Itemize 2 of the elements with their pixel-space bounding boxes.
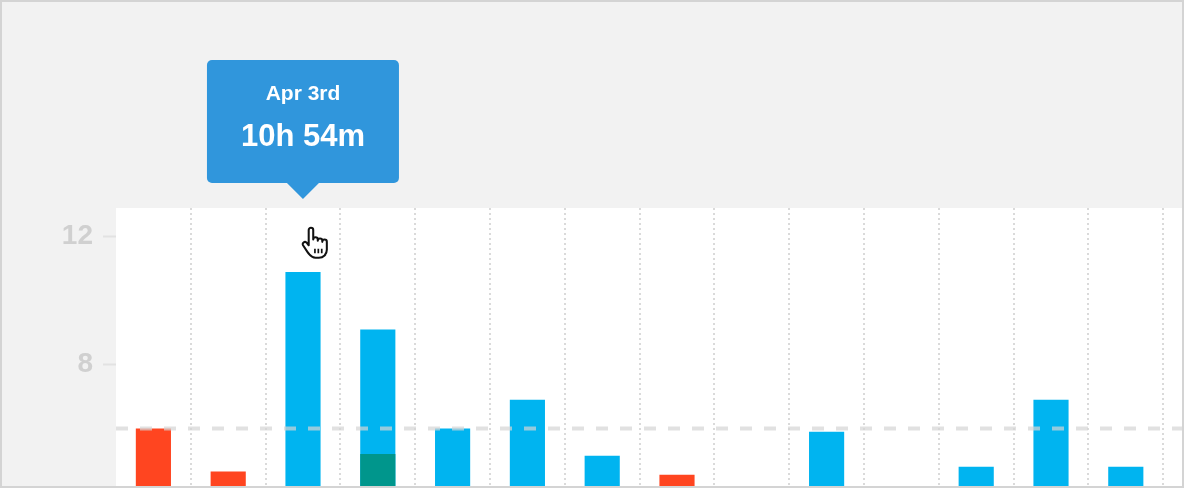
text: 10h 54m [240, 118, 366, 154]
text: Apr 3rd [264, 80, 342, 106]
